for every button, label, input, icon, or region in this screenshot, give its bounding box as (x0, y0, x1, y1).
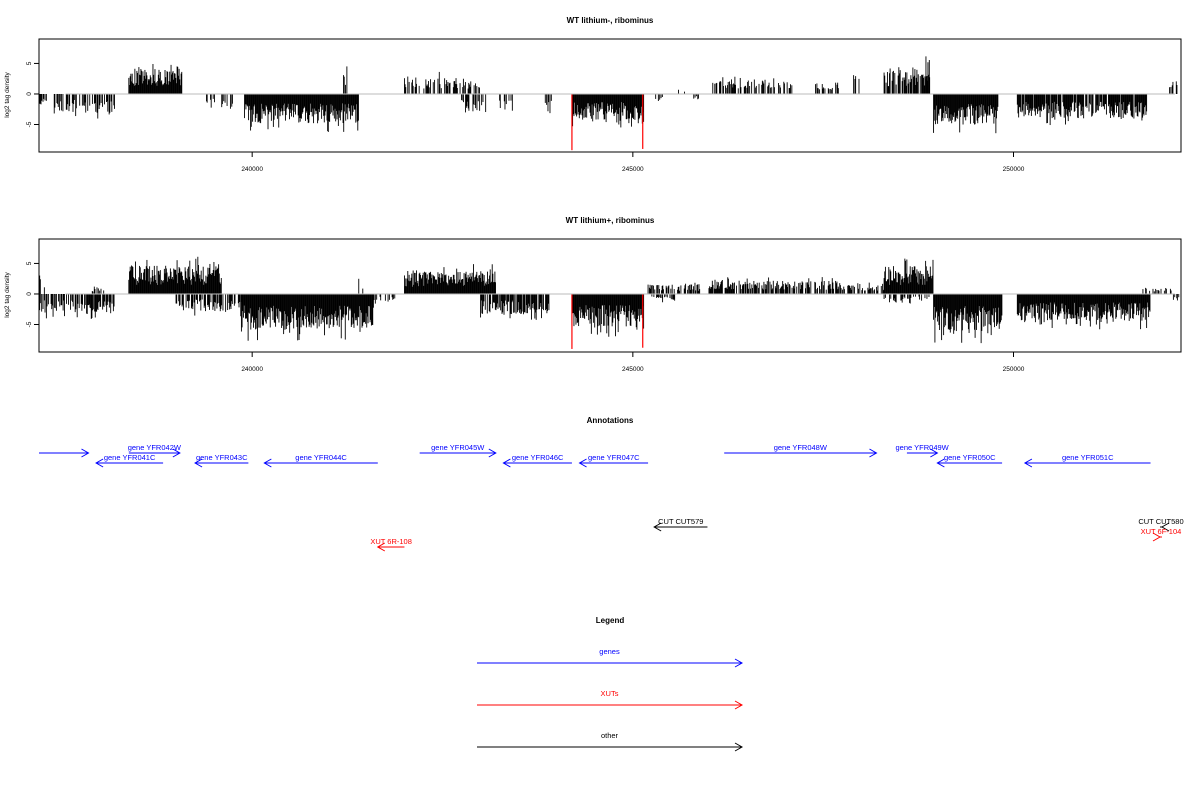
annotation-feature: gene YFR042W (128, 443, 182, 458)
legend-arrowhead (734, 658, 744, 668)
annotation-feature: gene YFR046C (502, 453, 572, 468)
feature-arrowhead (653, 522, 662, 532)
feature-arrowhead (936, 458, 945, 468)
feature-arrowhead (1023, 458, 1033, 468)
annotation-feature: gene YFR041C (95, 453, 164, 468)
legend: Legend genes XUTs other (477, 616, 744, 752)
feature-label: gene YFR046C (512, 453, 564, 462)
legend-item: genes (477, 647, 744, 668)
annotation-feature: gene YFR043C (194, 453, 249, 468)
feature-arrowhead (263, 458, 272, 468)
feature-label: gene YFR050C (944, 453, 996, 462)
panel-title: WT lithium-, ribominus (567, 16, 654, 25)
track-panel-lithium-minus: WT lithium-, ribominus log2 tag density … (4, 16, 1182, 173)
y-tick-label: 5 (26, 61, 33, 65)
density-bars (38, 256, 1180, 349)
density-bars (38, 56, 1178, 151)
annotation-feature: XUT 6R-108 (370, 537, 412, 552)
legend-arrowhead (734, 700, 744, 710)
y-axis: -5 0 5 (26, 61, 40, 127)
legend-items: genes XUTs other (477, 647, 744, 752)
legend-label: XUTs (601, 689, 619, 698)
annotation-feature (39, 448, 90, 458)
annotation-feature: CUT CUT579 (653, 517, 708, 532)
annotation-feature: CUT CUT580 (1138, 517, 1184, 532)
feature-label: gene YFR049W (896, 443, 950, 452)
x-tick-label: 240000 (241, 366, 263, 373)
legend-item: other (477, 731, 744, 752)
annotation-feature: gene YFR045W (419, 443, 497, 458)
annotation-feature: gene YFR044C (263, 453, 378, 468)
feature-arrowhead (81, 448, 90, 458)
y-axis: -5 0 5 (26, 261, 40, 327)
x-tick-label: 250000 (1003, 366, 1025, 373)
annotation-feature: gene YFR049W (896, 443, 950, 458)
x-tick-label: 250000 (1003, 166, 1025, 173)
feature-arrowhead (578, 458, 587, 468)
annotation-feature: XUT 6F-104 (1141, 527, 1182, 542)
feature-arrowhead (376, 542, 386, 552)
panel-title: WT lithium+, ribominus (566, 216, 655, 225)
y-axis-label: log2 tag density (4, 71, 11, 117)
x-tick-label: 245000 (622, 166, 644, 173)
feature-arrowhead (95, 458, 104, 468)
feature-arrowhead (502, 458, 511, 468)
feature-arrowhead (930, 448, 939, 458)
x-axis: 240000 245000 250000 (241, 151, 1025, 173)
legend-label: genes (599, 647, 620, 656)
annotation-feature: gene YFR047C (578, 453, 649, 468)
feature-arrowhead (1160, 522, 1170, 532)
feature-label: gene YFR048W (774, 443, 828, 452)
y-tick-label: 5 (26, 261, 33, 265)
x-tick-label: 245000 (622, 366, 644, 373)
feature-label: gene YFR051C (1062, 453, 1114, 462)
feature-label: XUT 6F-104 (1141, 527, 1182, 536)
feature-label: gene YFR047C (588, 453, 640, 462)
legend-title: Legend (596, 616, 625, 625)
feature-label: CUT CUT579 (658, 517, 703, 526)
feature-arrowhead (869, 448, 878, 458)
feature-arrowhead (488, 448, 497, 458)
feature-label: gene YFR041C (104, 453, 156, 462)
annotation-feature: gene YFR051C (1023, 453, 1151, 468)
x-tick-label: 240000 (241, 166, 263, 173)
feature-label: CUT CUT580 (1138, 517, 1183, 526)
feature-label: gene YFR045W (431, 443, 485, 452)
y-tick-label: 0 (26, 92, 33, 96)
legend-arrowhead (734, 742, 744, 752)
feature-label: XUT 6R-108 (370, 537, 412, 546)
feature-label: gene YFR042W (128, 443, 182, 452)
legend-item: XUTs (477, 689, 744, 710)
track-panel-lithium-plus: WT lithium+, ribominus log2 tag density … (4, 216, 1182, 373)
x-axis: 240000 245000 250000 (241, 351, 1025, 373)
annotation-feature: gene YFR048W (724, 443, 878, 458)
y-tick-label: 0 (26, 292, 33, 296)
legend-label: other (601, 731, 619, 740)
annotation-feature: gene YFR050C (936, 453, 1003, 468)
feature-label: gene YFR043C (196, 453, 248, 462)
y-tick-label: -5 (26, 321, 33, 327)
feature-label: gene YFR044C (295, 453, 347, 462)
annotations-title: Annotations (587, 416, 634, 425)
feature-arrowhead (172, 448, 181, 458)
y-tick-label: -5 (26, 121, 33, 127)
feature-arrowhead (194, 458, 203, 468)
y-axis-label: log2 tag density (4, 271, 11, 317)
feature-arrowhead (1152, 532, 1162, 542)
